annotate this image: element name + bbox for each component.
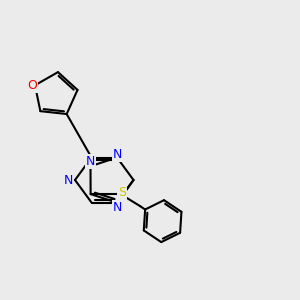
Text: N: N: [64, 173, 73, 187]
Text: N: N: [86, 155, 95, 168]
Text: O: O: [27, 79, 37, 92]
Text: N: N: [112, 201, 122, 214]
Text: S: S: [118, 186, 126, 199]
Text: N: N: [113, 148, 123, 161]
